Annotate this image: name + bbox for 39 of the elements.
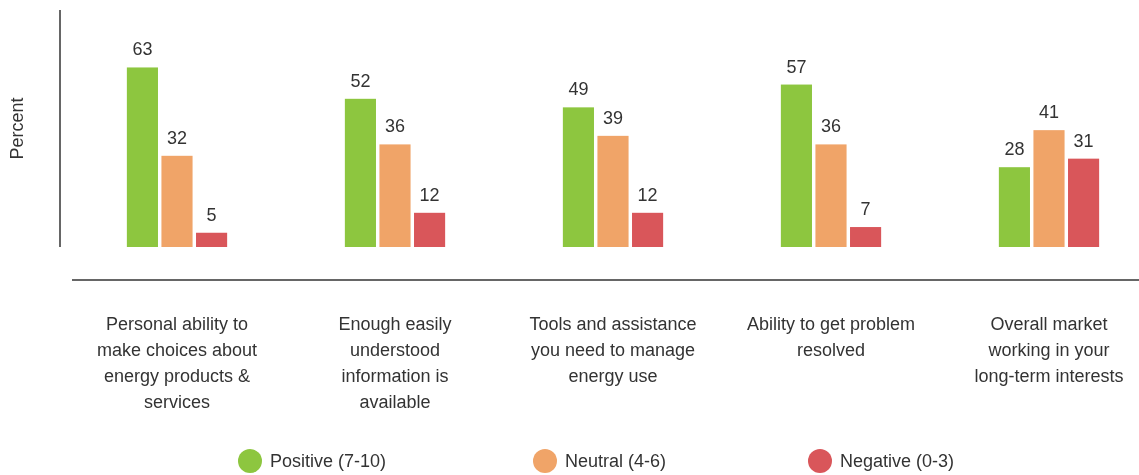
data-label: 52 — [350, 70, 371, 91]
legend-label: Positive (7-10) — [270, 451, 387, 471]
bar — [632, 212, 664, 247]
legend-label: Negative (0-3) — [840, 451, 955, 471]
legend-label: Neutral (4-6) — [565, 451, 667, 471]
data-label: 39 — [602, 107, 624, 128]
bar — [597, 135, 629, 247]
bar — [562, 107, 594, 247]
x-tick-label: Overall market working in your long-term interests — [974, 314, 1124, 386]
bar — [126, 67, 158, 247]
data-label: 5 — [206, 204, 217, 225]
bar — [780, 84, 812, 247]
data-label: 31 — [1073, 130, 1094, 151]
bar — [414, 212, 446, 247]
data-label: 32 — [166, 127, 188, 148]
data-label: 63 — [132, 39, 153, 60]
bar — [850, 227, 882, 247]
bar — [815, 144, 847, 247]
bar — [1068, 158, 1100, 247]
x-tick-label: Ability to get problem resolved — [746, 314, 916, 360]
data-label: 12 — [419, 184, 440, 205]
bar — [161, 155, 193, 247]
data-label: 7 — [860, 199, 871, 220]
bar — [998, 167, 1030, 247]
x-tick-label: Personal ability to make choices about energy products & services — [96, 314, 258, 412]
data-label: 12 — [637, 184, 658, 205]
data-label: 57 — [786, 56, 807, 77]
bar — [344, 98, 376, 247]
data-label: 28 — [1004, 139, 1025, 160]
data-label: 36 — [384, 116, 406, 137]
bar — [196, 232, 228, 247]
x-tick-label: Tools and assistance you need to manage energy use — [529, 314, 697, 386]
bar — [379, 144, 411, 247]
y-axis-title: Percent — [7, 97, 27, 160]
data-label: 41 — [1038, 102, 1060, 123]
bar — [1033, 130, 1065, 247]
data-label: 36 — [820, 116, 842, 137]
data-label: 49 — [568, 79, 589, 100]
x-tick-label: Enough easily understood information is available — [338, 314, 452, 412]
